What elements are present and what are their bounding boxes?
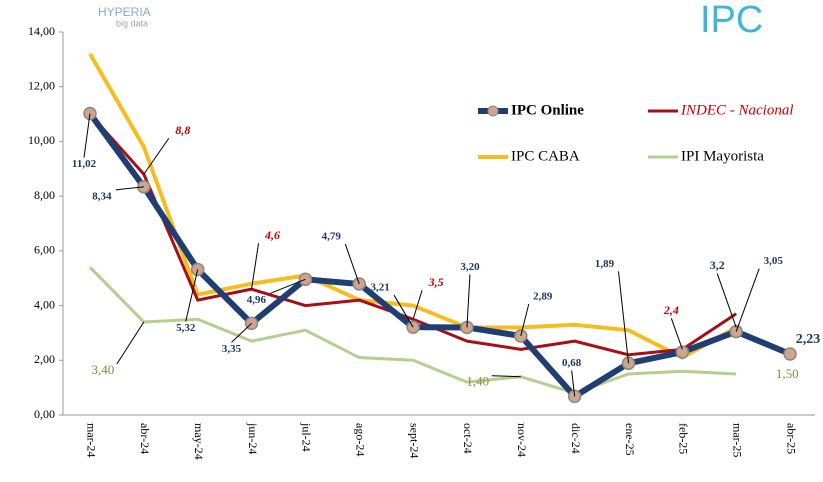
- leader-line: [115, 186, 144, 191]
- x-tick-label: dic-24: [569, 423, 583, 454]
- brand-sub: big data: [116, 18, 148, 28]
- marker: [675, 345, 690, 359]
- leader-line: [143, 137, 170, 175]
- data-label: 0,68: [562, 357, 582, 369]
- x-tick-label: ene-25: [623, 423, 637, 456]
- brand: HYPERIA: [98, 5, 151, 19]
- y-tick-label: 10,00: [28, 133, 55, 147]
- legend-marker: [487, 105, 499, 117]
- marker: [783, 347, 797, 361]
- x-tick-label: may-24: [192, 423, 206, 460]
- y-tick-label: 14,00: [28, 24, 55, 38]
- data-label: 3,20: [460, 261, 480, 273]
- y-tick-label: 12,00: [28, 78, 55, 92]
- data-label: 3,21: [370, 282, 389, 294]
- data-label: 8,8: [175, 123, 190, 137]
- leader-line: [716, 273, 737, 328]
- x-tick-label: feb-25: [677, 423, 691, 454]
- series-line: [87, 111, 792, 400]
- x-tick-label: ago-24: [354, 423, 368, 456]
- data-label: 11,02: [72, 158, 97, 170]
- leader-line: [412, 290, 423, 320]
- leader-line: [251, 243, 260, 290]
- leader-line: [344, 243, 360, 285]
- y-tick-label: 4,00: [34, 297, 55, 311]
- leader-line: [491, 375, 521, 378]
- legend-label: IPI Mayorista: [681, 148, 764, 164]
- leader-line: [83, 113, 91, 158]
- y-tick-label: 2,00: [34, 352, 55, 366]
- y-tick-label: 8,00: [34, 188, 55, 202]
- data-label: 3,05: [764, 255, 784, 267]
- data-label: 4,96: [247, 294, 267, 306]
- leader-line: [466, 274, 471, 328]
- data-label: 1,89: [595, 258, 615, 270]
- legend-label: INDEC - Nacional: [680, 102, 794, 118]
- data-label: 4,79: [322, 230, 342, 242]
- x-tick-label: oct-24: [461, 423, 475, 454]
- leader-line: [231, 322, 252, 343]
- legend-label: IPC Online: [511, 102, 584, 118]
- x-tick-label: abr-25: [784, 423, 798, 454]
- data-label: 3,35: [222, 343, 242, 355]
- data-label: 3,2: [710, 258, 725, 272]
- data-label: 2,4: [663, 303, 679, 317]
- legend-label: IPC CABA: [511, 148, 580, 164]
- x-tick-label: jun-24: [246, 422, 260, 454]
- data-label: 3,5: [428, 275, 444, 289]
- y-tick-label: 0,00: [34, 407, 55, 421]
- x-tick-label: jul-24: [300, 422, 314, 452]
- x-tick-label: mar-25: [730, 423, 744, 457]
- series-line: [88, 266, 737, 395]
- x-tick-label: mar-24: [84, 423, 98, 457]
- leader-line: [185, 269, 199, 322]
- series-line: [88, 52, 738, 360]
- leader-line: [571, 370, 576, 397]
- logo: IPC: [700, 0, 763, 41]
- x-tick-label: abr-24: [138, 423, 152, 454]
- data-label: 8,34: [92, 190, 112, 202]
- x-tick-label: nov-24: [515, 423, 529, 457]
- leader-line: [618, 271, 629, 364]
- leader-line: [393, 294, 414, 328]
- data-label: 2,23: [796, 332, 821, 347]
- leader-line: [270, 278, 306, 294]
- data-label: 3,40: [91, 362, 114, 377]
- data-label: 1,40: [466, 374, 489, 389]
- leader-line: [670, 318, 683, 350]
- data-label: 1,50: [776, 366, 799, 381]
- y-tick-label: 6,00: [34, 243, 55, 257]
- leader-line: [116, 321, 145, 365]
- data-label: 4,6: [264, 228, 280, 242]
- leader-line: [520, 303, 530, 337]
- data-label: 5,32: [176, 322, 196, 334]
- leader-line: [735, 268, 760, 332]
- x-tick-label: sept-24: [407, 423, 421, 458]
- data-label: 2,89: [533, 290, 553, 302]
